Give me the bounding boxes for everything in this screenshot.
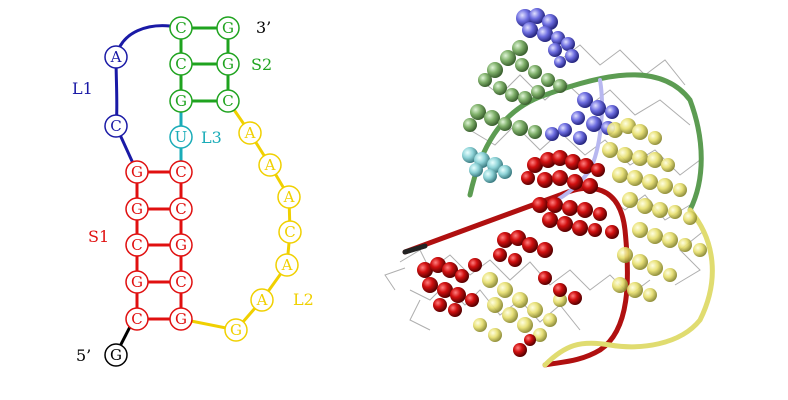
svg-text:G: G: [222, 55, 234, 73]
nucleotide: C: [169, 270, 193, 294]
svg-text:G: G: [230, 321, 242, 339]
nucleotide: G: [216, 16, 240, 40]
svg-text:C: C: [222, 92, 233, 110]
nucleotide: G: [125, 270, 149, 294]
backbone-l2: [180, 100, 292, 332]
stem-s1: C G C G G G: [125, 160, 193, 331]
svg-text:A: A: [281, 256, 293, 274]
svg-text:C: C: [175, 55, 186, 73]
label-l2: L2: [293, 290, 314, 309]
spheres-cyan: [462, 147, 512, 183]
ribbon-black: [402, 243, 428, 255]
svg-text:C: C: [131, 236, 142, 254]
nucleotide: C: [169, 52, 193, 76]
nucleotide: C: [216, 89, 240, 113]
nucleotide: G: [125, 197, 149, 221]
loop-l1: C A: [104, 45, 128, 138]
svg-text:G: G: [131, 200, 143, 218]
nucleotide: C: [104, 114, 128, 138]
label-l1: L1: [72, 79, 93, 98]
nucleotide: C: [125, 307, 149, 331]
nucleotide: A: [277, 185, 301, 209]
nucleotide: G: [169, 233, 193, 257]
backbone-l1: [114, 24, 171, 173]
stem-s2: C C G G G C: [169, 16, 240, 113]
label-s1: S1: [88, 227, 109, 246]
label-l3: L3: [201, 128, 222, 147]
spheres-red: [417, 150, 619, 357]
svg-text:A: A: [283, 188, 295, 206]
secondary-structure-diagram: G C G C G G: [72, 16, 314, 367]
spheres-green: [463, 40, 567, 139]
svg-text:G: G: [175, 236, 187, 254]
loop-l3: U: [169, 125, 193, 149]
svg-text:G: G: [175, 310, 187, 328]
nucleotide: G: [224, 318, 248, 342]
nucleotide: C: [278, 220, 302, 244]
nucleotide: C: [125, 233, 149, 257]
svg-text:A: A: [244, 124, 256, 142]
spheres-blue: [516, 8, 619, 145]
svg-text:G: G: [175, 92, 187, 110]
svg-text:G: G: [222, 19, 234, 37]
label-5prime: 5’: [76, 346, 91, 365]
nucleotide: G: [169, 89, 193, 113]
svg-text:A: A: [256, 291, 268, 309]
svg-text:C: C: [131, 310, 142, 328]
svg-text:A: A: [264, 156, 276, 174]
spheres-yellow: [473, 118, 707, 342]
nucleotide: C: [169, 197, 193, 221]
svg-text:C: C: [175, 273, 186, 291]
svg-text:C: C: [175, 200, 186, 218]
tertiary-structure-render: [384, 8, 715, 368]
nucleotide: G: [169, 307, 193, 331]
loop-l2: G A A C A A A: [224, 121, 302, 342]
ribbon-green: [467, 72, 704, 213]
svg-text:C: C: [175, 19, 186, 37]
ribbon-red: [402, 185, 630, 368]
nucleotide: G: [216, 52, 240, 76]
nucleotide: A: [250, 288, 274, 312]
svg-text:A: A: [110, 48, 122, 66]
svg-text:C: C: [284, 223, 295, 241]
ribbon-yellow: [542, 207, 715, 368]
nucleotide: A: [238, 121, 262, 145]
svg-text:G: G: [131, 163, 143, 181]
svg-text:C: C: [110, 117, 121, 135]
nucleotide: A: [275, 253, 299, 277]
nucleotide: C: [169, 160, 193, 184]
nucleotide: G: [125, 160, 149, 184]
nucleotide: A: [104, 45, 128, 69]
nucleotide: A: [258, 153, 282, 177]
label-3prime: 3’: [256, 18, 271, 37]
label-s2: S2: [251, 55, 272, 74]
svg-text:G: G: [131, 273, 143, 291]
nucleotide: C: [169, 16, 193, 40]
nucleotide-5prime-G: G: [104, 343, 128, 367]
svg-text:C: C: [175, 163, 186, 181]
svg-text:G: G: [110, 346, 122, 364]
svg-text:U: U: [175, 128, 188, 146]
